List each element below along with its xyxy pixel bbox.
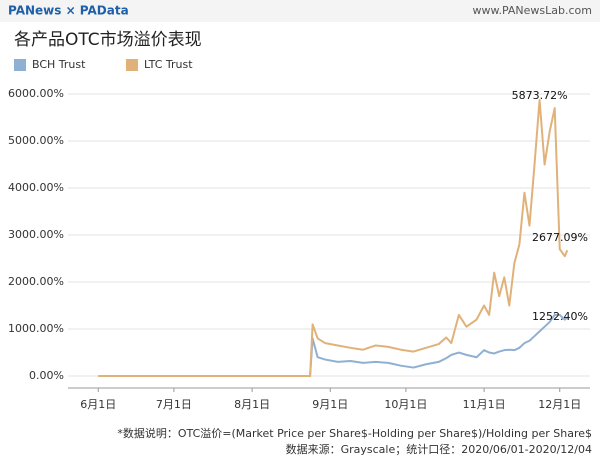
y-tick-label: 3000.00% <box>8 228 64 241</box>
legend-label: BCH Trust <box>32 58 86 71</box>
y-tick-label: 0.00% <box>29 369 64 382</box>
legend-label: LTC Trust <box>144 58 193 71</box>
x-tick-label: 11月1日 <box>463 398 506 411</box>
x-tick-label: 9月1日 <box>312 398 348 411</box>
chart-title: 各产品OTC市场溢价表现 <box>14 30 202 50</box>
header-bar <box>0 0 600 22</box>
y-tick-label: 1000.00% <box>8 322 64 335</box>
legend-swatch <box>14 59 26 71</box>
brand: PANews × PAData <box>8 4 129 18</box>
y-tick-label: 6000.00% <box>8 87 64 100</box>
data-label: 2677.09% <box>532 231 588 244</box>
x-tick-label: 6月1日 <box>80 398 116 411</box>
x-tick-label: 7月1日 <box>156 398 192 411</box>
data-label: 5873.72% <box>512 89 568 102</box>
x-tick-label: 10月1日 <box>384 398 427 411</box>
series-line <box>98 313 569 378</box>
note: *数据说明：OTC溢价=(Market Price per Share$-Hol… <box>117 426 592 440</box>
legend-swatch <box>126 59 138 71</box>
site: www.PANewsLab.com <box>473 4 593 17</box>
x-tick-label: 8月1日 <box>234 398 270 411</box>
data-label: 1252.40% <box>532 310 588 323</box>
series-line <box>98 98 569 378</box>
note: 数据来源：Grayscale；统计口径：2020/06/01-2020/12/0… <box>286 442 592 456</box>
y-tick-label: 2000.00% <box>8 275 64 288</box>
y-tick-label: 5000.00% <box>8 134 64 147</box>
y-tick-label: 4000.00% <box>8 181 64 194</box>
legend: BCH Trust LTC Trust <box>14 58 193 71</box>
x-tick-label: 12月1日 <box>538 398 581 411</box>
